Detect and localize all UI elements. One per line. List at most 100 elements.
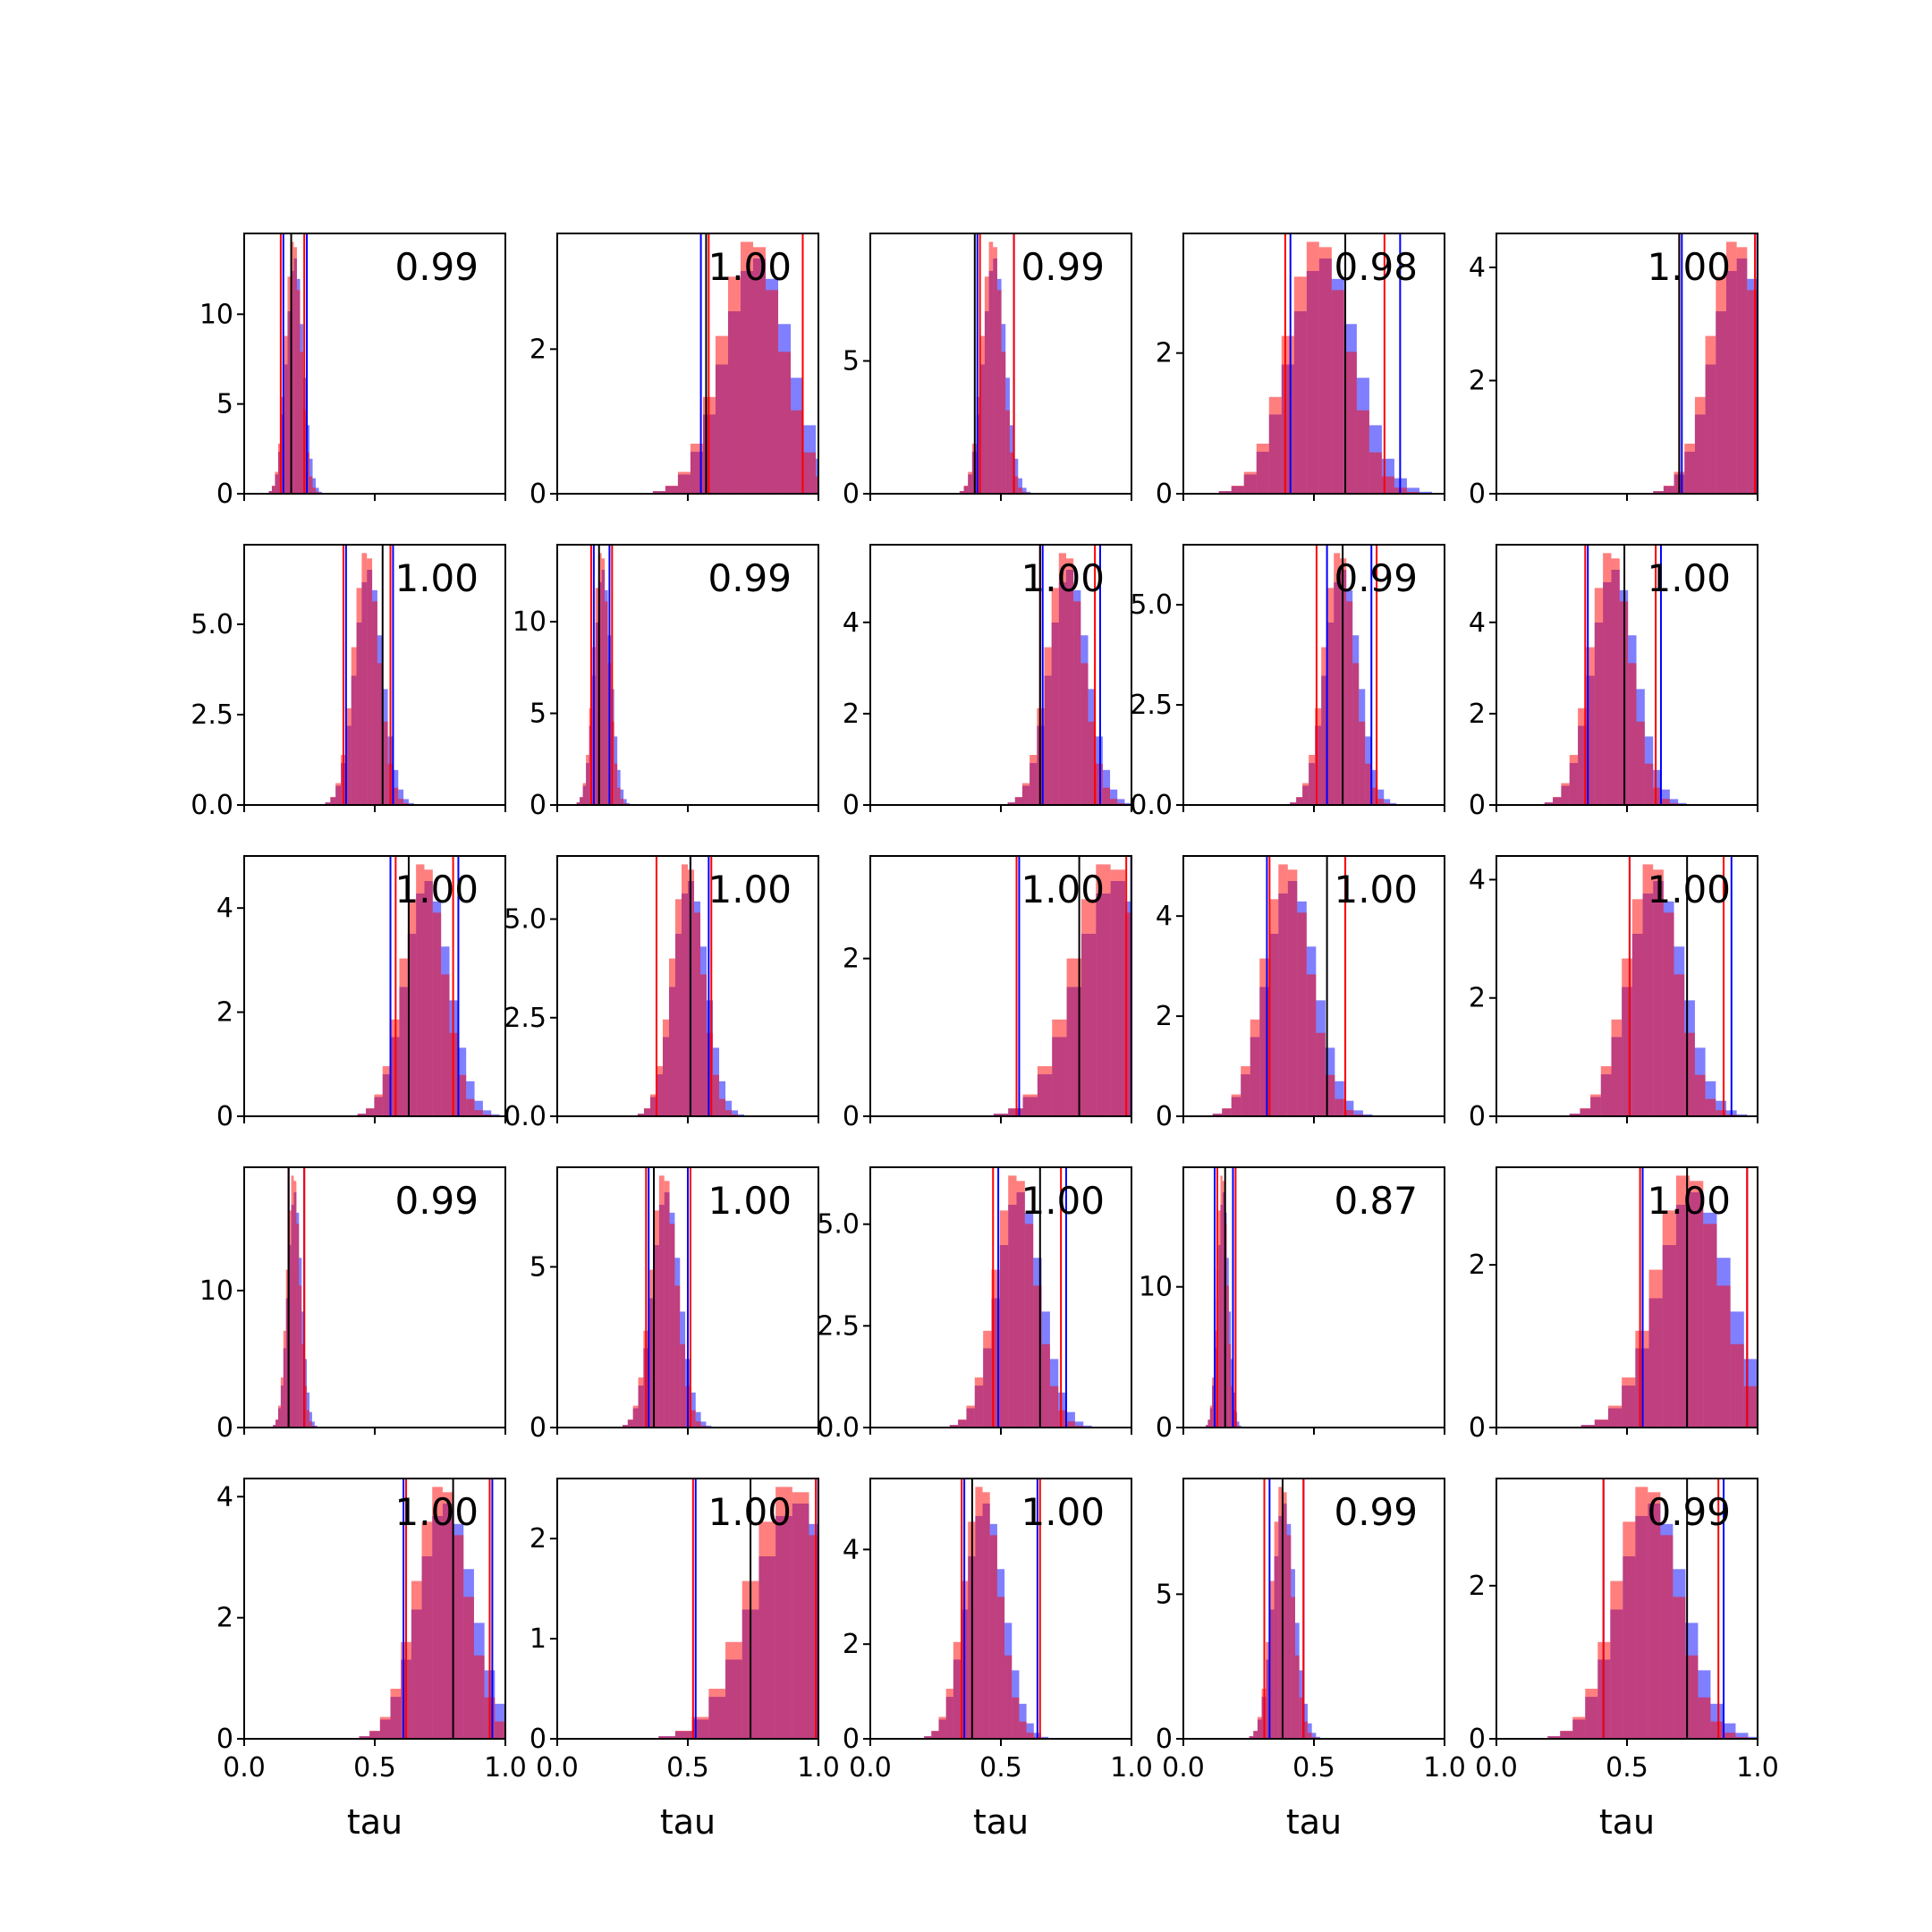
blue-bar (1799, 1426, 1812, 1428)
red-bar (299, 1285, 302, 1428)
red-bar (1321, 647, 1328, 805)
red-bar (275, 471, 278, 494)
y-tick-label: 10 (199, 1275, 233, 1307)
red-bar (1784, 1426, 1798, 1428)
blue-bar (1771, 1412, 1784, 1428)
red-bar (1026, 1733, 1034, 1739)
red-bar (1291, 1597, 1295, 1739)
panel-r2-c3: 0 2 4 1.00 (1156, 855, 1445, 1132)
blue-bar (1237, 1421, 1240, 1428)
red-bar (1021, 783, 1030, 805)
red-bar (1703, 1224, 1717, 1428)
red-bar (277, 1405, 281, 1428)
red-bar (1603, 553, 1612, 805)
red-bar (580, 797, 583, 805)
red-bar (958, 1419, 967, 1428)
blue-bar (1678, 802, 1687, 805)
red-bar (473, 1655, 485, 1739)
red-bar (1716, 1110, 1726, 1116)
red-bar (826, 1597, 843, 1739)
red-bar (1218, 1210, 1221, 1428)
x-tick-label: 0.5 (1292, 1752, 1335, 1784)
panel-r3-c3: 0 10 0.87 (1139, 1166, 1445, 1444)
red-bar (311, 1425, 315, 1428)
red-bar (727, 276, 741, 494)
red-bar (893, 1733, 910, 1739)
red-bar (691, 1716, 709, 1739)
blue-bar (403, 799, 409, 805)
red-bar (351, 647, 357, 805)
blue-bar (1021, 487, 1027, 494)
red-bar (637, 1114, 644, 1116)
red-bar (288, 1210, 292, 1428)
y-tick-label: 2.5 (1130, 690, 1173, 721)
red-bar (1747, 290, 1758, 494)
red-bar (725, 1641, 742, 1739)
y-tick-label: 10 (513, 606, 547, 638)
blue-bar (309, 458, 313, 494)
red-bar (1580, 1425, 1595, 1428)
y-tick-label: 5 (530, 699, 547, 730)
blue-bar (1758, 1393, 1771, 1428)
red-bar (984, 276, 989, 494)
blue-bar (1018, 478, 1022, 494)
red-bar (766, 290, 779, 494)
red-bar (316, 491, 319, 494)
red-bar (953, 1641, 962, 1739)
y-tick-label: 4 (1469, 607, 1486, 639)
red-bar (1710, 1721, 1724, 1739)
blue-bar (860, 1670, 877, 1739)
blue-bar (1303, 1703, 1308, 1739)
y-tick-label: 10 (199, 299, 233, 330)
panel-annotation: 1.00 (1647, 556, 1731, 600)
red-bar (1307, 1733, 1312, 1739)
panel-r4-c0: 0 2 4 0.0 0.5 1.0 tau 1.00 (216, 1478, 527, 1842)
y-tick-label: 5.0 (1130, 589, 1173, 621)
red-bar (1052, 1019, 1067, 1116)
red-bar (1653, 491, 1664, 494)
y-tick-label: 4 (216, 893, 233, 924)
red-bar (1253, 1731, 1258, 1739)
red-bar (1080, 899, 1097, 1116)
red-bar (1209, 1405, 1213, 1428)
red-bar (345, 708, 352, 805)
x-axis-label: tau (660, 1802, 716, 1842)
y-tick-label: 2 (1156, 338, 1173, 369)
red-bar (1561, 783, 1570, 805)
blue-bar (1307, 1723, 1312, 1739)
panel-content (1547, 1479, 1758, 1739)
red-bar (988, 242, 994, 494)
red-bar (1014, 797, 1022, 805)
red-bar (1124, 912, 1131, 1116)
red-bar (296, 290, 301, 494)
y-tick-label: 0 (1469, 1101, 1486, 1132)
red-bar (1648, 1269, 1663, 1428)
blue-bar (1311, 1733, 1317, 1739)
panel-annotation: 0.99 (1647, 1490, 1731, 1534)
red-bar (1259, 958, 1269, 1116)
red-bar (1049, 1385, 1059, 1428)
red-bar (695, 1421, 701, 1428)
red-bar (681, 864, 688, 1116)
blue-bar (1353, 1110, 1363, 1116)
red-bar (1044, 647, 1052, 805)
red-bar (1569, 1114, 1580, 1116)
red-bar (968, 471, 972, 494)
y-tick-label: 2 (530, 334, 547, 365)
panel-r4-c1: 0 1 2 0.0 0.5 1.0 tau 1.00 (530, 1478, 910, 1842)
red-bar (1009, 452, 1014, 494)
red-bar (1669, 802, 1679, 805)
red-bar (649, 1094, 657, 1116)
red-bar (931, 1731, 939, 1739)
red-bar (1600, 1066, 1612, 1116)
red-bar (1294, 1655, 1300, 1739)
red-bar (996, 290, 1002, 494)
x-tick-label: 1.0 (1736, 1752, 1779, 1784)
red-bar (1758, 1411, 1771, 1428)
red-bar (1309, 755, 1316, 805)
panel-r1-c2: 0 2 4 1.00 (843, 544, 1132, 821)
red-bar (1685, 1655, 1699, 1739)
red-bar (1660, 1535, 1674, 1739)
red-bar (1698, 1697, 1711, 1739)
red-bar (290, 242, 294, 494)
